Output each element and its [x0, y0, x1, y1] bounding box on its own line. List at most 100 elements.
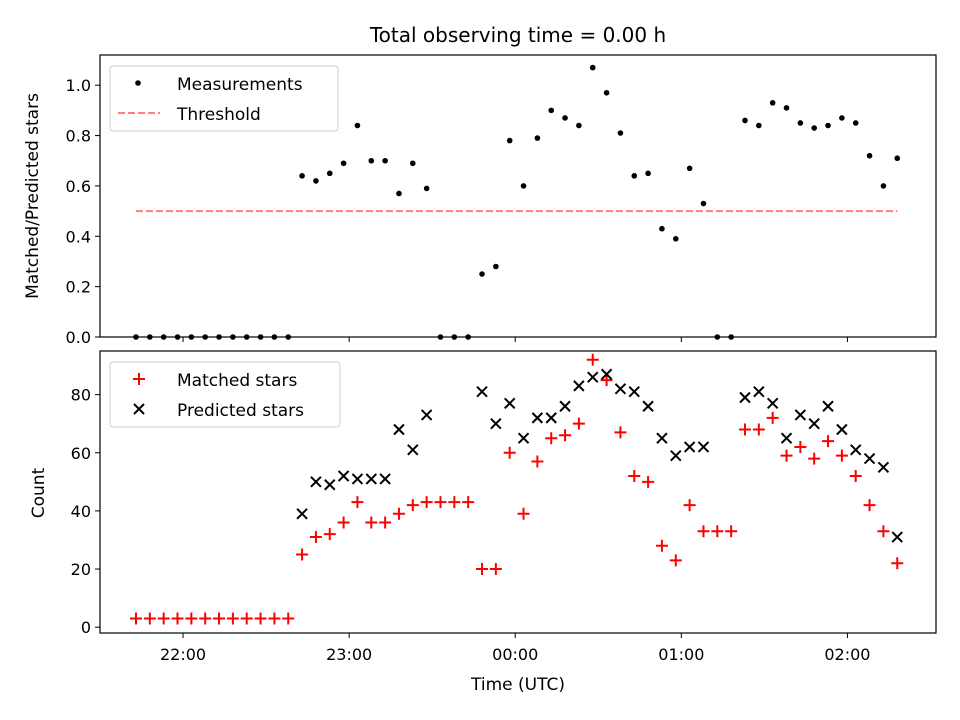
measurement-point [396, 190, 402, 197]
legend-measurements-marker [135, 80, 141, 86]
matched-point [600, 374, 613, 387]
matched-point [406, 499, 419, 512]
predicted-point [324, 479, 336, 491]
matched-point [752, 423, 765, 436]
predicted-point [794, 409, 807, 421]
predicted-point [600, 368, 613, 380]
legend-matched-label: Matched stars [177, 371, 297, 391]
measurement-point [589, 64, 596, 71]
y-tick-label: 60 [71, 444, 91, 463]
bottom-y-axis-label: Count [29, 467, 49, 518]
predicted-point [503, 397, 516, 410]
chart-title: Total observing time = 0.00 h [369, 23, 666, 47]
y-tick-label: 0.6 [66, 177, 91, 196]
matched-point [434, 496, 447, 509]
predicted-point [891, 531, 903, 543]
measurement-point [631, 173, 638, 179]
bottom-legend: Matched stars Predicted stars [109, 361, 341, 428]
matched-point [199, 612, 212, 625]
predicted-point [753, 385, 765, 398]
predicted-point [642, 400, 654, 412]
predicted-point [697, 441, 710, 453]
matched-point [683, 499, 696, 512]
matched-point [365, 516, 378, 529]
matched-point [835, 449, 848, 462]
x-tick-label: 01:00 [658, 645, 704, 664]
measurement-point [520, 183, 527, 189]
matched-point [669, 554, 682, 567]
predicted-point [877, 461, 890, 473]
matched-point [337, 516, 350, 529]
measurement-point [839, 115, 845, 121]
measurement-point [562, 115, 568, 121]
measurement-point [769, 100, 776, 106]
matched-point [711, 525, 724, 538]
matched-point [489, 563, 502, 576]
matched-point [586, 353, 599, 366]
matched-point [448, 496, 461, 509]
measurement-point [617, 130, 624, 136]
matched-point [877, 525, 890, 538]
measurement-point [326, 170, 333, 177]
bottom-legend-box [109, 361, 341, 428]
top-panel-frame [99, 54, 937, 338]
matched-point [129, 612, 142, 625]
measurement-point [603, 89, 610, 96]
measurement-point [479, 271, 485, 277]
measurement-point [797, 120, 804, 126]
x-tick-label: 00:00 [492, 645, 538, 664]
measurement-point [576, 122, 582, 129]
matched-point [642, 475, 655, 488]
matched-point [323, 528, 336, 541]
measurement-point [672, 236, 679, 242]
matched-point [725, 525, 738, 538]
matched-point [254, 612, 267, 625]
predicted-point [822, 400, 834, 412]
predicted-point [310, 476, 322, 488]
measurement-point [756, 122, 762, 129]
matched-point [143, 612, 156, 625]
y-tick-label: 0.4 [66, 227, 91, 246]
matched-point [503, 446, 516, 459]
legend-predicted-label: Predicted stars [177, 401, 304, 421]
measurement-point [645, 170, 651, 177]
predicted-point [766, 397, 779, 410]
top-legend-box [109, 65, 339, 132]
y-tick-label: 40 [71, 502, 91, 521]
predicted-point [420, 409, 433, 421]
predicted-point [351, 473, 364, 485]
predicted-point [850, 444, 862, 456]
matched-point [794, 440, 807, 453]
predicted-point [587, 371, 599, 383]
y-tick-label: 0.2 [66, 278, 91, 297]
y-tick-label: 80 [71, 386, 91, 405]
measurement-point [423, 185, 430, 192]
x-tick-label: 23:00 [326, 645, 372, 664]
matched-point [628, 470, 641, 483]
matched-point [517, 507, 530, 520]
matched-point [780, 449, 793, 462]
measurement-point [506, 137, 513, 144]
matched-point [655, 539, 668, 552]
predicted-point [739, 391, 751, 404]
matched-point [531, 455, 544, 468]
x-tick-label: 22:00 [160, 645, 206, 664]
legend-threshold-label: Threshold [176, 105, 261, 125]
predicted-point [490, 417, 502, 430]
predicted-point [863, 452, 876, 465]
predicted-point [780, 432, 793, 444]
matched-point [420, 496, 433, 509]
measurement-point [866, 152, 873, 159]
predicted-point [337, 470, 350, 482]
legend-measurements-label: Measurements [177, 75, 303, 95]
x-tick-label: 02:00 [824, 645, 870, 664]
y-tick-label: 0.8 [66, 127, 91, 146]
top-legend: Measurements Threshold [109, 65, 339, 132]
matched-point [213, 612, 226, 625]
y-tick-label: 20 [71, 560, 91, 579]
measurement-point [686, 165, 693, 172]
predicted-point [573, 380, 585, 392]
bottom-panel: 0 20 40 60 80 22:00 23:00 00:00 01:00 02:00 Count… [29, 350, 937, 695]
matched-point [891, 557, 904, 570]
